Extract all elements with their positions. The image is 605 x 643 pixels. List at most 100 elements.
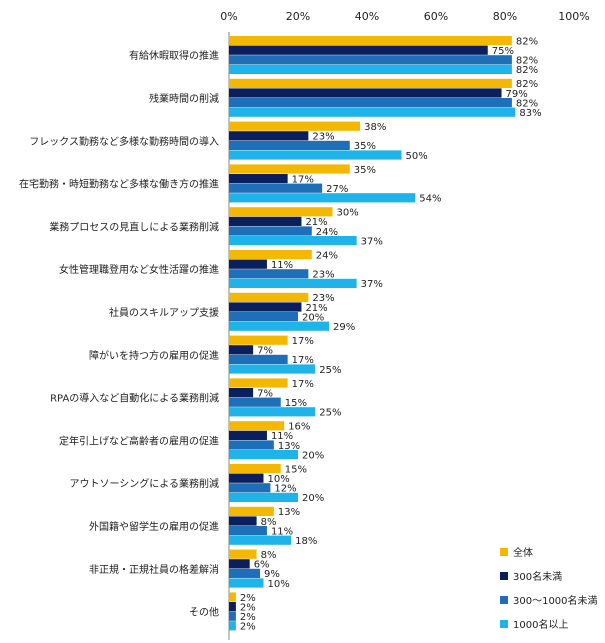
x-tick-label: 60% bbox=[424, 10, 448, 23]
data-label: 82% bbox=[516, 98, 538, 109]
category-label: 残業時間の削減 bbox=[149, 92, 219, 105]
data-label: 38% bbox=[364, 122, 386, 133]
bar-4 bbox=[229, 236, 357, 246]
x-tick-label: 40% bbox=[355, 10, 379, 23]
bar-2 bbox=[229, 216, 302, 226]
bar-1 bbox=[229, 292, 309, 302]
bar-4 bbox=[229, 621, 236, 631]
bar-3 bbox=[229, 183, 323, 193]
data-label: 20% bbox=[302, 312, 324, 323]
bar-3 bbox=[229, 397, 281, 407]
bar-4 bbox=[229, 321, 330, 331]
data-label: 79% bbox=[506, 89, 528, 100]
x-tick-label: 0% bbox=[220, 10, 237, 23]
bar-2 bbox=[229, 45, 488, 55]
data-label: 9% bbox=[264, 569, 280, 580]
data-label: 82% bbox=[516, 36, 538, 47]
bar-3 bbox=[229, 98, 512, 108]
bar-2 bbox=[229, 131, 309, 141]
x-tick-label: 100% bbox=[558, 10, 589, 23]
category-label: 社員のスキルアップ支援 bbox=[109, 306, 219, 319]
category-label: 定年引上げなど高齢者の雇用の促進 bbox=[59, 434, 219, 447]
data-label: 6% bbox=[254, 560, 270, 571]
bar-2 bbox=[229, 516, 257, 526]
category-label: その他 bbox=[189, 606, 219, 619]
data-label: 50% bbox=[406, 151, 428, 162]
legend-swatch bbox=[500, 548, 508, 556]
bar-1 bbox=[229, 78, 512, 88]
data-label: 2% bbox=[240, 622, 256, 633]
category-label: 外国籍や留学生の雇用の促進 bbox=[89, 520, 219, 533]
data-label: 12% bbox=[274, 484, 296, 495]
data-label: 23% bbox=[312, 132, 334, 143]
bar-2 bbox=[229, 430, 267, 440]
data-label: 8% bbox=[261, 550, 277, 561]
data-label: 11% bbox=[271, 260, 293, 271]
bar-4 bbox=[229, 193, 416, 203]
bar-1 bbox=[229, 121, 361, 131]
legend-label: 300～1000名未満 bbox=[513, 594, 598, 607]
bar-4 bbox=[229, 150, 402, 160]
bar-4 bbox=[229, 64, 512, 74]
bar-1 bbox=[229, 36, 512, 46]
data-label: 54% bbox=[419, 194, 441, 205]
bar-3 bbox=[229, 312, 298, 322]
data-label: 8% bbox=[261, 517, 277, 528]
category-label: RPAの導入など自動化による業務削減 bbox=[50, 392, 219, 405]
category-label: 非正規・正規社員の格差解消 bbox=[89, 563, 219, 576]
bar-4 bbox=[229, 107, 516, 117]
bar-4 bbox=[229, 492, 298, 502]
data-label: 11% bbox=[271, 431, 293, 442]
data-label: 2% bbox=[240, 612, 256, 623]
bar-2 bbox=[229, 88, 502, 98]
data-label: 29% bbox=[333, 322, 355, 333]
bar-1 bbox=[229, 207, 333, 217]
data-label: 10% bbox=[268, 474, 290, 485]
category-label: フレックス勤務など多様な勤務時間の導入 bbox=[29, 135, 219, 148]
bar-3 bbox=[229, 440, 274, 450]
bar-3 bbox=[229, 483, 271, 493]
data-label: 25% bbox=[319, 365, 341, 376]
legend-label: 1000名以上 bbox=[513, 618, 568, 631]
data-label: 82% bbox=[516, 79, 538, 90]
bar-1 bbox=[229, 421, 285, 431]
bar-3 bbox=[229, 611, 236, 621]
x-tick-label: 80% bbox=[493, 10, 517, 23]
bar-2 bbox=[229, 473, 264, 483]
bar-2 bbox=[229, 302, 302, 312]
data-label: 82% bbox=[516, 56, 538, 67]
data-label: 7% bbox=[257, 346, 273, 357]
data-label: 37% bbox=[361, 279, 383, 290]
data-label: 20% bbox=[302, 450, 324, 461]
legend-label: 全体 bbox=[513, 546, 533, 559]
bar-1 bbox=[229, 378, 288, 388]
data-label: 23% bbox=[312, 293, 334, 304]
bar-1 bbox=[229, 592, 236, 602]
data-label: 21% bbox=[305, 217, 327, 228]
category-label: 女性管理職登用など女性活躍の推進 bbox=[59, 263, 219, 276]
data-label: 82% bbox=[516, 65, 538, 76]
bar-2 bbox=[229, 388, 254, 398]
bar-2 bbox=[229, 259, 267, 269]
bar-3 bbox=[229, 568, 261, 578]
bar-4 bbox=[229, 450, 298, 460]
bar-2 bbox=[229, 559, 250, 569]
bar-3 bbox=[229, 269, 309, 279]
data-label: 18% bbox=[295, 536, 317, 547]
bar-4 bbox=[229, 364, 316, 374]
data-label: 23% bbox=[312, 270, 334, 281]
data-label: 10% bbox=[268, 579, 290, 590]
legend-swatch bbox=[500, 596, 508, 604]
legend-label: 300名未満 bbox=[513, 570, 562, 583]
category-label: 障がいを持つ方の雇用の促進 bbox=[89, 349, 219, 362]
data-label: 7% bbox=[257, 388, 273, 399]
data-label: 24% bbox=[316, 227, 338, 238]
data-label: 24% bbox=[316, 250, 338, 261]
data-label: 2% bbox=[240, 593, 256, 604]
data-label: 16% bbox=[288, 422, 310, 433]
bar-1 bbox=[229, 335, 288, 345]
category-label: 在宅勤務・時短勤務など多様な働き方の推進 bbox=[19, 178, 219, 191]
data-label: 35% bbox=[354, 141, 376, 152]
data-label: 17% bbox=[292, 336, 314, 347]
data-label: 20% bbox=[302, 493, 324, 504]
